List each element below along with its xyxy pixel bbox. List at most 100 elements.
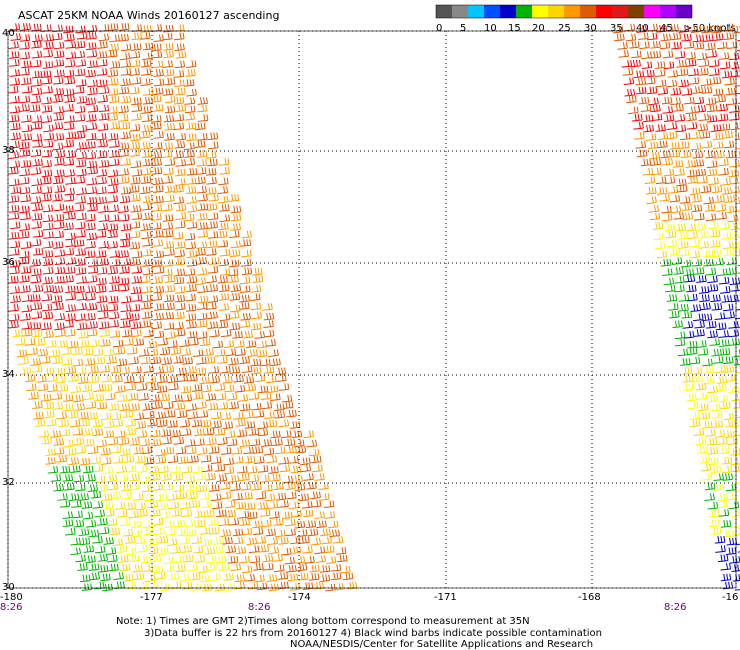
wind-barb: [163, 259, 174, 267]
wind-barb: [723, 365, 735, 373]
wind-barb: [663, 277, 675, 286]
wind-barb: [736, 481, 740, 483]
wind-barb: [21, 294, 33, 303]
wind-barb: [205, 151, 217, 159]
wind-barb: [288, 501, 300, 510]
wind-barb: [96, 68, 108, 76]
longitude-label: -168: [578, 592, 601, 603]
wind-barb: [219, 204, 230, 212]
wind-barb: [713, 483, 725, 491]
wind-barb: [240, 482, 252, 491]
wind-barb: [720, 232, 732, 240]
wind-barb: [217, 186, 229, 194]
wind-barb: [722, 130, 733, 139]
wind-barb: [286, 409, 297, 418]
wind-barb: [30, 322, 42, 330]
wind-barb: [170, 546, 181, 554]
wind-barb: [255, 491, 267, 500]
wind-barb: [98, 258, 109, 267]
wind-barb: [142, 97, 154, 105]
wind-barb: [147, 419, 158, 427]
wind-barb: [109, 250, 121, 258]
wind-barb: [174, 329, 186, 337]
latitude-label: 38: [2, 145, 15, 156]
wind-barb: [62, 511, 73, 520]
wind-barb: [204, 547, 216, 555]
wind-barb: [184, 475, 195, 484]
wind-barb: [131, 212, 143, 220]
wind-barb: [207, 158, 218, 167]
wind-barb: [210, 573, 221, 581]
wind-barb: [142, 239, 153, 247]
wind-barb: [43, 41, 54, 50]
wind-barb: [120, 232, 131, 241]
wind-barb: [656, 250, 668, 259]
wind-barb: [120, 304, 132, 313]
wind-barb: [191, 419, 203, 428]
wind-barb: [152, 276, 164, 284]
wind-barb: [98, 311, 109, 320]
wind-barb: [712, 356, 724, 364]
wind-barb: [319, 574, 331, 582]
wind-barb: [733, 357, 740, 366]
wind-barb: [314, 546, 326, 555]
wind-barb: [153, 34, 164, 43]
wind-barb: [273, 518, 284, 526]
wind-barb: [54, 185, 66, 193]
wind-barb: [164, 275, 176, 283]
wind-barb: [55, 375, 67, 384]
wind-barb: [119, 239, 131, 248]
wind-barb: [173, 484, 185, 493]
wind-barb: [120, 78, 131, 87]
wind-barb: [63, 25, 74, 34]
wind-barb: [635, 77, 647, 86]
wind-barb: [75, 483, 86, 492]
wind-barb: [192, 546, 204, 554]
wind-barb: [682, 212, 694, 221]
wind-barb: [145, 574, 156, 583]
wind-barb: [64, 95, 76, 103]
wind-barb: [185, 241, 197, 250]
wind-barb: [87, 166, 99, 175]
wind-barb: [146, 340, 158, 349]
wind-barb: [63, 205, 74, 213]
wind-barb: [26, 383, 37, 392]
wind-barb: [118, 86, 130, 95]
wind-barb: [171, 509, 183, 517]
wind-barb: [152, 177, 164, 186]
wind-barb: [686, 393, 697, 402]
wind-barb: [277, 572, 289, 580]
wind-barb: [120, 223, 132, 232]
wind-barb: [153, 69, 164, 77]
wind-barb: [56, 411, 67, 420]
wind-barb: [329, 529, 341, 538]
wind-barb: [75, 68, 86, 77]
wind-barb: [129, 403, 140, 412]
wind-barb: [112, 538, 124, 546]
wind-barb: [251, 402, 262, 411]
wind-barb: [691, 367, 703, 375]
wind-barb: [116, 358, 128, 367]
wind-barb: [735, 248, 740, 257]
wind-barb: [641, 61, 653, 70]
wind-barb: [76, 187, 87, 196]
wind-barb: [76, 168, 87, 177]
wind-barb: [282, 511, 293, 520]
wind-barb: [220, 491, 232, 500]
wind-barb: [81, 583, 93, 592]
wind-barb: [164, 331, 176, 340]
wind-barb: [185, 313, 197, 322]
wind-barb: [129, 142, 141, 150]
wind-barb: [43, 34, 55, 42]
wind-barb: [661, 213, 673, 222]
wind-barb: [660, 259, 672, 267]
wind-barb: [100, 339, 111, 347]
wind-barb: [302, 501, 313, 509]
wind-barb: [30, 238, 42, 247]
wind-barb: [62, 474, 74, 482]
wind-barb: [7, 85, 19, 94]
wind-barb: [310, 537, 321, 546]
wind-barb: [734, 589, 740, 591]
wind-barb: [646, 32, 658, 41]
wind-barb: [78, 376, 89, 385]
